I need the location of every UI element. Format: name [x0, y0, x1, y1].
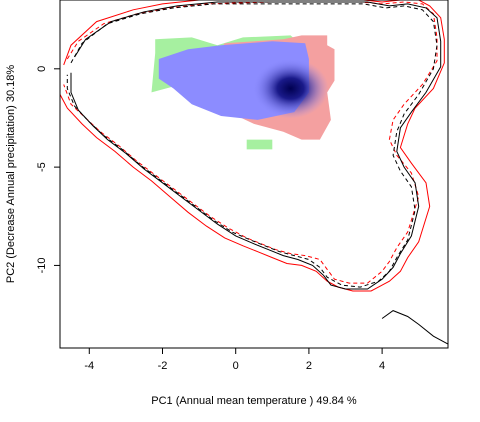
contour-line-black-solid-4 — [381, 310, 448, 345]
y-tick-label: -10 — [36, 257, 48, 273]
x-tick-label: -2 — [158, 360, 168, 372]
density-core — [252, 58, 329, 119]
y-axis-title: PC2 (Decrease Annual precipitation) 30.1… — [5, 65, 17, 284]
y-tick-label: 0 — [36, 66, 48, 72]
axes: -4 -2 0 2 4 0 -5 -10 — [36, 66, 385, 372]
y-tick-label: -5 — [36, 162, 48, 172]
x-tick-label: 2 — [306, 360, 312, 372]
contour-line-black-dashed-3 — [66, 3, 438, 288]
density-region-green-region-1 — [246, 139, 273, 150]
contour-line-black-solid-2 — [70, 1, 442, 290]
x-tick-label: -4 — [84, 360, 94, 372]
contour-line-red-solid-0 — [60, 0, 445, 292]
x-axis-title: PC1 (Annual mean temperature ) 49.84 % — [151, 395, 357, 407]
x-tick-label: 4 — [379, 360, 385, 372]
x-tick-label: 0 — [233, 360, 239, 372]
plot-frame — [59, 0, 449, 349]
plot-area — [60, 0, 448, 345]
